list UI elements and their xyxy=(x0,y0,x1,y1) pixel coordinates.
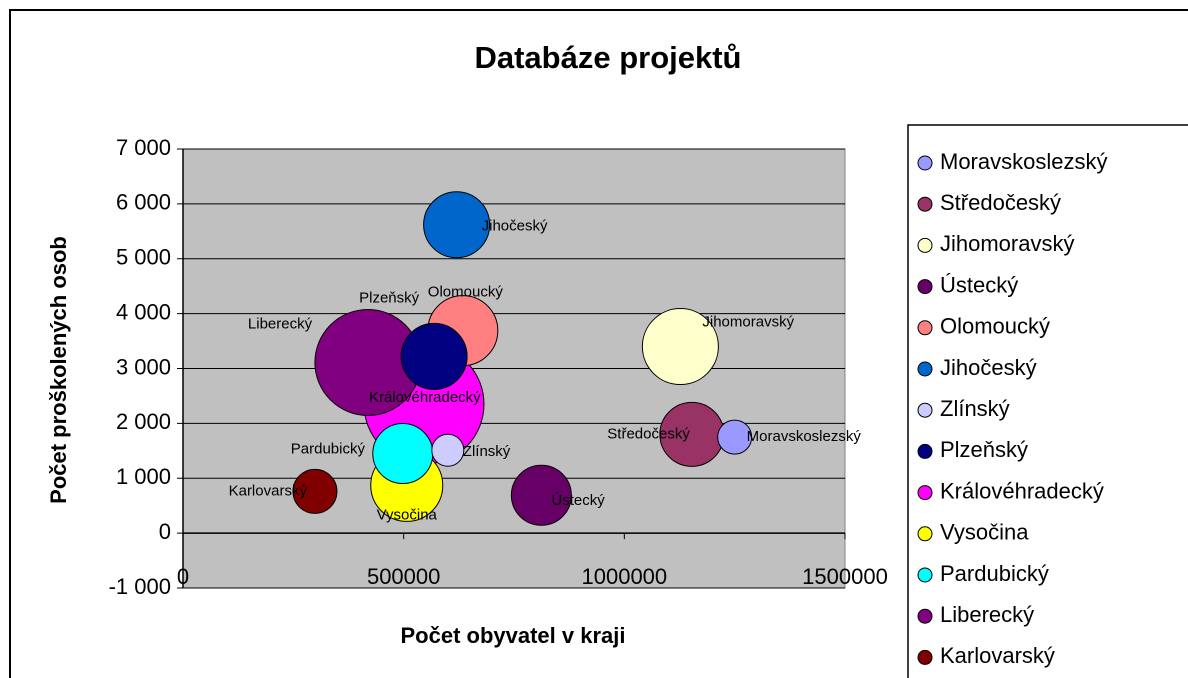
x-tick-label: 500000 xyxy=(367,564,440,589)
data-label: Jihomoravský xyxy=(702,314,794,331)
legend-marker xyxy=(917,320,933,336)
data-label: Pardubický xyxy=(291,441,366,458)
y-axis-label: Počet proškolených osob xyxy=(46,236,71,504)
bubble xyxy=(717,419,753,455)
legend-label: Karlovarský xyxy=(940,643,1055,668)
data-label: Plzeňský xyxy=(359,289,420,306)
legend-marker xyxy=(917,402,933,418)
legend-label: Středočeský xyxy=(940,190,1061,215)
bubble xyxy=(292,468,338,514)
legend-label: Jihočeský xyxy=(940,355,1037,380)
bubble xyxy=(510,464,572,526)
legend-marker xyxy=(917,361,933,377)
data-label: Moravskoslezský xyxy=(747,428,862,445)
data-label: Jihočeský xyxy=(482,218,548,235)
legend-marker xyxy=(917,567,933,583)
x-tick-label: 1000000 xyxy=(582,564,668,589)
data-label: Olomoucký xyxy=(428,284,504,301)
legend-marker xyxy=(917,443,933,459)
x-tick-label: 1500000 xyxy=(802,564,888,589)
x-tick-label: 0 xyxy=(177,564,189,589)
bubble xyxy=(372,423,434,485)
legend-marker xyxy=(917,155,933,171)
legend-label: Pardubický xyxy=(940,561,1049,586)
data-label: Ústecký xyxy=(551,492,605,509)
bubble xyxy=(423,191,491,259)
bubble xyxy=(641,308,719,386)
bubble xyxy=(400,322,468,390)
data-label: Liberecký xyxy=(248,315,313,332)
legend-box xyxy=(907,124,1188,678)
legend-label: Ústecký xyxy=(940,272,1018,297)
data-label: Středočeský xyxy=(607,425,690,442)
legend-marker xyxy=(917,237,933,253)
y-tick-label: 7 000 xyxy=(116,135,171,160)
legend-label: Plzeňský xyxy=(940,437,1028,462)
legend-marker xyxy=(917,649,933,665)
legend-marker xyxy=(917,526,933,542)
legend-marker xyxy=(917,485,933,501)
legend-label: Liberecký xyxy=(940,602,1034,627)
legend-label: Jihomoravský xyxy=(940,231,1074,256)
x-axis-label: Počet obyvatel v kraji xyxy=(401,623,626,648)
data-label: Karlovarský xyxy=(229,482,308,499)
y-tick-label: -1 000 xyxy=(109,574,171,599)
legend-label: Olomoucký xyxy=(940,314,1050,339)
legend-label: Královéhradecký xyxy=(940,478,1104,503)
legend-label: Zlínský xyxy=(940,396,1010,421)
legend-marker xyxy=(917,608,933,624)
bubble xyxy=(431,433,465,467)
y-tick-label: 4 000 xyxy=(116,299,171,324)
legend-label: Vysočina xyxy=(940,520,1029,545)
y-tick-label: 3 000 xyxy=(116,354,171,379)
chart-title: Databáze projektů xyxy=(474,40,741,75)
legend-marker xyxy=(917,279,933,295)
data-label: Zlínský xyxy=(463,443,511,460)
y-tick-label: 2 000 xyxy=(116,409,171,434)
y-tick-label: 1 000 xyxy=(116,464,171,489)
y-tick-label: 0 xyxy=(159,519,171,544)
data-label: Královéhradecký xyxy=(369,389,481,406)
legend-marker xyxy=(917,196,933,212)
data-label: Vysočina xyxy=(377,506,438,523)
y-tick-label: 6 000 xyxy=(116,190,171,215)
y-tick-label: 5 000 xyxy=(116,245,171,270)
legend-label: Moravskoslezský xyxy=(940,149,1107,174)
